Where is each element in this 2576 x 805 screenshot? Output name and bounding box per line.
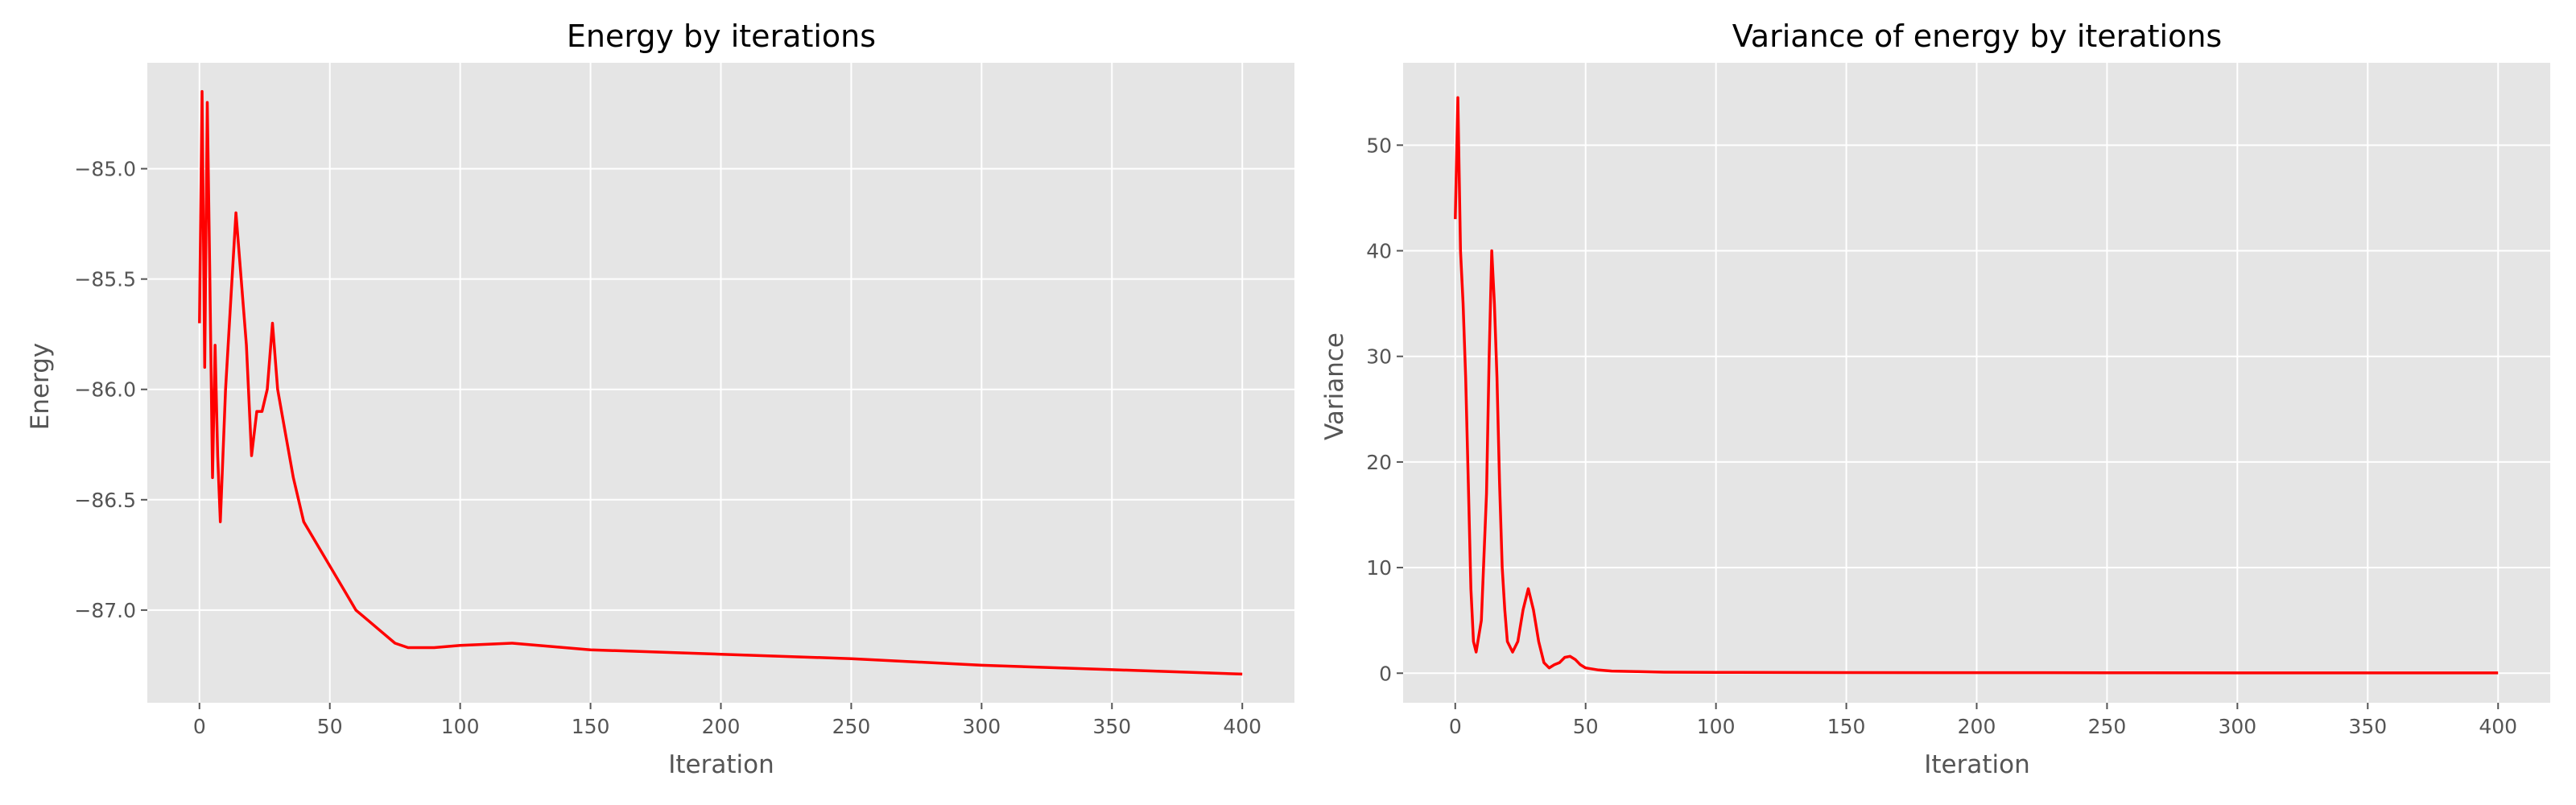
variance-x-tick-label: 200 [1958, 715, 1996, 738]
energy-y-tick-label: −86.5 [74, 489, 136, 512]
energy-x-tick-label: 50 [317, 715, 343, 738]
energy-chart-panel: Energy by iterations Iteration Energy 0 5… [26, 19, 1294, 779]
variance-chart-title: Variance of energy by iterations [1732, 19, 2222, 54]
energy-chart-ylabel: Energy [26, 343, 55, 431]
variance-x-tick-label: 0 [1449, 715, 1462, 738]
energy-x-tick-label: 100 [441, 715, 480, 738]
variance-x-tick-label: 250 [2088, 715, 2127, 738]
energy-x-tick-label: 400 [1223, 715, 1261, 738]
variance-x-tick-label: 400 [2479, 715, 2517, 738]
variance-chart-panel: Variance of energy by iterations Iterati… [1320, 19, 2550, 779]
energy-x-tick-label: 150 [572, 715, 610, 738]
variance-series-line [1454, 96, 2499, 675]
energy-x-tick-label: 300 [963, 715, 1001, 738]
variance-chart-ylabel: Variance [1320, 332, 1349, 440]
energy-x-tick-label: 200 [702, 715, 741, 738]
variance-y-tick-label: 50 [1366, 134, 1392, 157]
variance-y-tick-label: 10 [1366, 556, 1392, 580]
variance-x-tick-label: 350 [2348, 715, 2387, 738]
energy-chart-xlabel: Iteration [668, 750, 774, 779]
energy-x-tick-label: 250 [832, 715, 871, 738]
variance-y-tick-label: 0 [1379, 662, 1392, 685]
energy-x-tick-label: 350 [1092, 715, 1131, 738]
energy-series-line [198, 89, 1243, 676]
energy-chart-title: Energy by iterations [567, 19, 876, 54]
variance-x-tick-label: 100 [1697, 715, 1736, 738]
variance-x-tick-label: 150 [1827, 715, 1866, 738]
energy-y-tick-label: −85.5 [74, 268, 136, 291]
variance-chart-xlabel: Iteration [1924, 750, 2030, 779]
energy-y-tick-label: −86.0 [74, 378, 136, 402]
variance-y-tick-label: 30 [1366, 345, 1392, 369]
energy-y-tick-label: −87.0 [74, 599, 136, 622]
variance-y-tick-label: 20 [1366, 451, 1392, 474]
variance-x-tick-label: 300 [2219, 715, 2257, 738]
variance-y-tick-label: 40 [1366, 240, 1392, 263]
energy-x-tick-label: 0 [193, 715, 206, 738]
variance-x-tick-label: 50 [1573, 715, 1599, 738]
energy-y-tick-label: −85.0 [74, 158, 136, 181]
